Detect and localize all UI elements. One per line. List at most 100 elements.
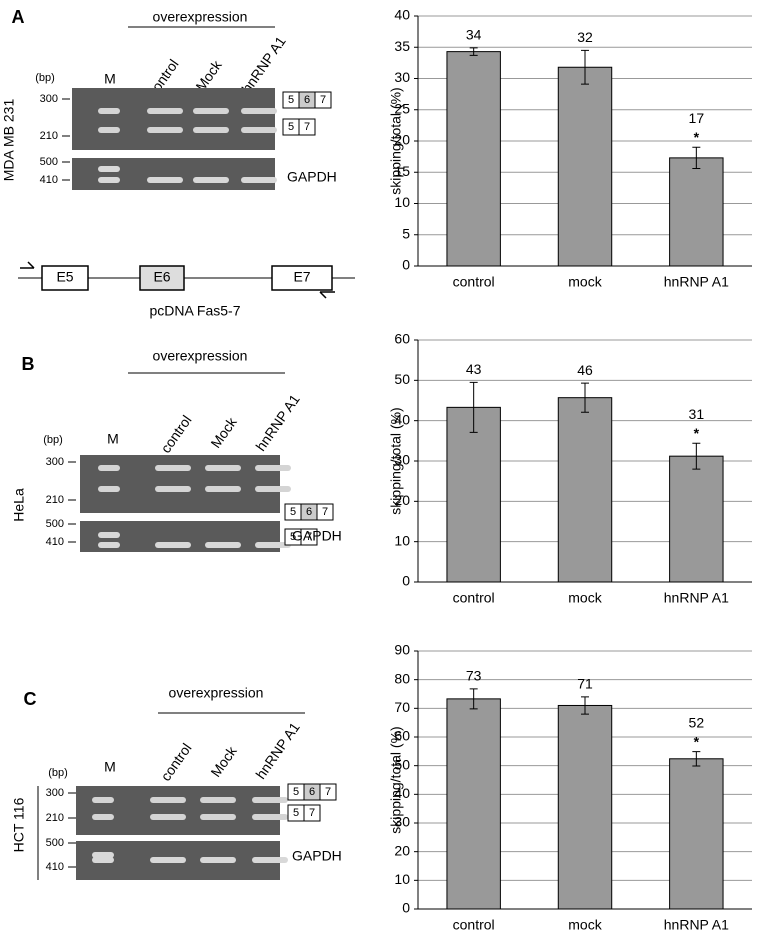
y-tick-label: 20: [394, 492, 410, 508]
header: overexpression: [153, 9, 248, 25]
exon-label: 7: [306, 531, 312, 543]
x-tick-label: mock: [568, 917, 602, 933]
exon-label: 5: [290, 531, 296, 543]
band: [252, 857, 288, 863]
exon: [139, 265, 185, 291]
y-tick-label: 40: [394, 785, 410, 801]
band: [150, 814, 186, 820]
size-label: 300: [46, 787, 64, 799]
y-tick-label: 20: [394, 132, 410, 148]
y-tick-label: 10: [394, 871, 410, 887]
control-gene: GAPDH: [292, 528, 342, 544]
cell-line: HeLa: [11, 488, 27, 522]
exon: [271, 265, 333, 291]
y-tick-label: 0: [402, 573, 410, 589]
primer-fwd: [20, 261, 35, 269]
gel: [76, 786, 280, 835]
y-tick-label: 70: [394, 699, 410, 715]
exon-box: [303, 804, 321, 822]
control-gene: GAPDH: [292, 848, 342, 864]
bar: [557, 66, 613, 267]
y-tick-label: 10: [394, 194, 410, 210]
exon-label: 6: [309, 786, 315, 798]
exon-label: 6: [304, 94, 310, 106]
bar: [669, 758, 724, 910]
exon: [41, 265, 89, 291]
exon-box: [314, 91, 332, 109]
x-tick-label: mock: [568, 590, 602, 606]
y-tick-label: 0: [402, 257, 410, 273]
y-tick-label: 30: [394, 452, 410, 468]
y-tick-label: 0: [402, 900, 410, 916]
exon-box: [316, 503, 334, 521]
band: [193, 108, 229, 114]
band: [193, 127, 229, 133]
cell-line: HCT 116: [11, 797, 27, 852]
value-label: 71: [577, 676, 593, 692]
unit: (bp): [35, 72, 55, 84]
y-axis-label: skipping/total (%): [388, 726, 404, 833]
error-bar: [581, 696, 589, 715]
x-tick-label: control: [453, 590, 495, 606]
exon-name: E5: [56, 269, 73, 285]
y-tick-label: 10: [394, 532, 410, 548]
gel: [72, 158, 275, 190]
significance: *: [694, 425, 700, 441]
y-tick-label: 60: [394, 331, 410, 347]
y-tick-label: 60: [394, 728, 410, 744]
error-bar: [469, 47, 478, 56]
band: [205, 486, 241, 492]
bar: [669, 455, 724, 583]
header: overexpression: [169, 685, 264, 701]
band: [150, 797, 186, 803]
value-label: 52: [689, 714, 705, 730]
bar: [557, 704, 613, 910]
lane-label: M: [104, 759, 116, 775]
error-bar: [692, 146, 701, 169]
y-axis-label: skipping/total (%): [388, 407, 404, 514]
band: [98, 486, 120, 492]
y-tick-label: 30: [394, 814, 410, 830]
x-tick-label: hnRNP A1: [664, 590, 729, 606]
unit: (bp): [48, 767, 68, 779]
lane-label: Mock: [207, 742, 240, 779]
band: [147, 108, 183, 114]
value-label: 46: [577, 362, 593, 378]
band: [155, 486, 191, 492]
exon-label: 7: [325, 786, 331, 798]
lane-label: M: [104, 71, 116, 87]
y-tick-label: 15: [394, 163, 410, 179]
band: [98, 532, 120, 538]
value-label: 17: [689, 110, 705, 126]
band: [98, 465, 120, 471]
cell-line: MDA MB 231: [1, 99, 17, 182]
lane-label: hnRNP A1: [252, 719, 303, 782]
exon-label: 7: [309, 807, 315, 819]
error-bar: [469, 688, 478, 710]
lane-label: hnRNP A1: [252, 391, 303, 454]
y-tick-label: 30: [394, 69, 410, 85]
size-label: 500: [46, 518, 64, 530]
bar: [446, 406, 501, 583]
band: [241, 127, 277, 133]
band: [255, 465, 291, 471]
band: [205, 465, 241, 471]
band: [147, 127, 183, 133]
band: [255, 486, 291, 492]
band: [200, 857, 236, 863]
size-label: 410: [46, 861, 64, 873]
y-tick-label: 50: [394, 756, 410, 772]
error-bar: [581, 49, 589, 85]
band: [155, 542, 191, 548]
size-label: 300: [40, 93, 58, 105]
lane-label: control: [157, 412, 194, 456]
construct-label: pcDNA Fas5-7: [149, 303, 240, 319]
bar: [557, 397, 613, 583]
band: [193, 177, 229, 183]
exon-label: 7: [320, 94, 326, 106]
band: [98, 166, 120, 172]
exon-name: E6: [153, 269, 170, 285]
y-tick-label: 5: [402, 225, 410, 241]
band: [92, 814, 114, 820]
